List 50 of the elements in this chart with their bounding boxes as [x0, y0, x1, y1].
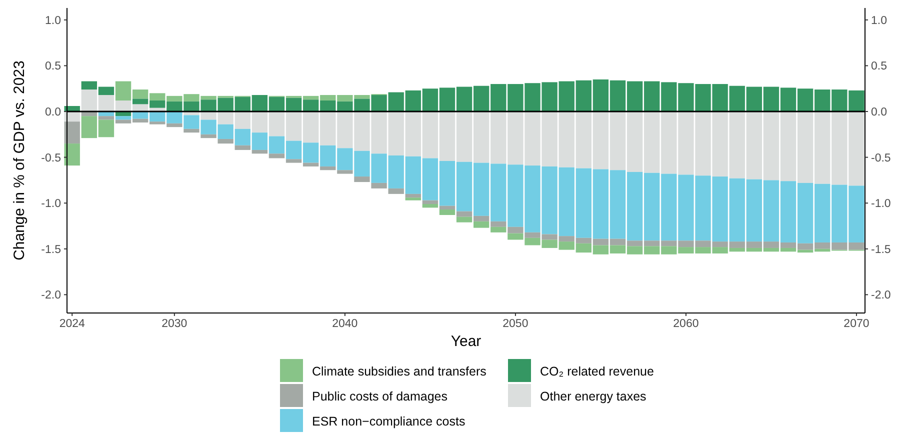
bar — [422, 200, 438, 204]
bar — [405, 194, 421, 198]
x-tick-label: 2024 — [59, 318, 86, 330]
x-tick-label: 2030 — [162, 318, 188, 330]
y-tick-label: 0.0 — [45, 106, 61, 119]
legend-label: Other energy taxes — [540, 389, 646, 404]
bar — [439, 210, 456, 215]
y-tick-label: 1.0 — [45, 14, 61, 27]
bar — [268, 154, 285, 158]
x-axis-title: Year — [450, 333, 482, 350]
legend-label: Climate subsidies and transfers — [312, 364, 486, 378]
x-tick-label: 2070 — [844, 318, 870, 330]
y2-tick-label: -2.0 — [871, 290, 891, 302]
bar — [405, 198, 421, 200]
bar — [422, 204, 438, 208]
y2-tick-label: -1.5 — [871, 244, 891, 256]
bar — [64, 144, 80, 166]
bar — [302, 162, 319, 166]
y-tick-label: 0.5 — [45, 60, 61, 73]
y2-tick-label: 0.5 — [871, 60, 887, 73]
x-tick-label: 2060 — [673, 318, 699, 330]
bar — [218, 138, 234, 144]
y-tick-label: -2.0 — [41, 290, 61, 302]
y2-tick-label: -0.5 — [871, 152, 891, 164]
x-tick-label: 2040 — [332, 318, 358, 330]
y-tick-label: -1.0 — [41, 198, 61, 210]
legend-label: ESR non−compliance costs — [312, 414, 466, 428]
bar — [439, 206, 456, 210]
y-tick-label: -1.5 — [41, 244, 61, 256]
bar — [184, 128, 200, 133]
y-tick-label: -0.5 — [41, 152, 61, 164]
bar — [64, 122, 80, 144]
bar — [320, 166, 336, 170]
legend-label: CO₂ related revenue — [540, 364, 654, 378]
y2-tick-label: -1.0 — [871, 198, 891, 210]
bar — [286, 159, 302, 163]
bar — [200, 134, 216, 138]
bar — [98, 116, 114, 120]
y2-tick-label: 0.0 — [871, 106, 887, 119]
bar — [234, 145, 250, 150]
y-axis-title: Change in % of GDP vs. 2023 — [11, 60, 28, 260]
y2-tick-label: 1.0 — [871, 14, 887, 27]
bar — [371, 182, 387, 188]
legend-label: Public costs of damages — [312, 389, 448, 404]
bar — [252, 150, 268, 154]
x-tick-label: 2050 — [502, 318, 528, 330]
bar — [388, 188, 404, 194]
bar — [337, 170, 353, 174]
bar — [490, 221, 506, 227]
bar — [354, 176, 370, 182]
